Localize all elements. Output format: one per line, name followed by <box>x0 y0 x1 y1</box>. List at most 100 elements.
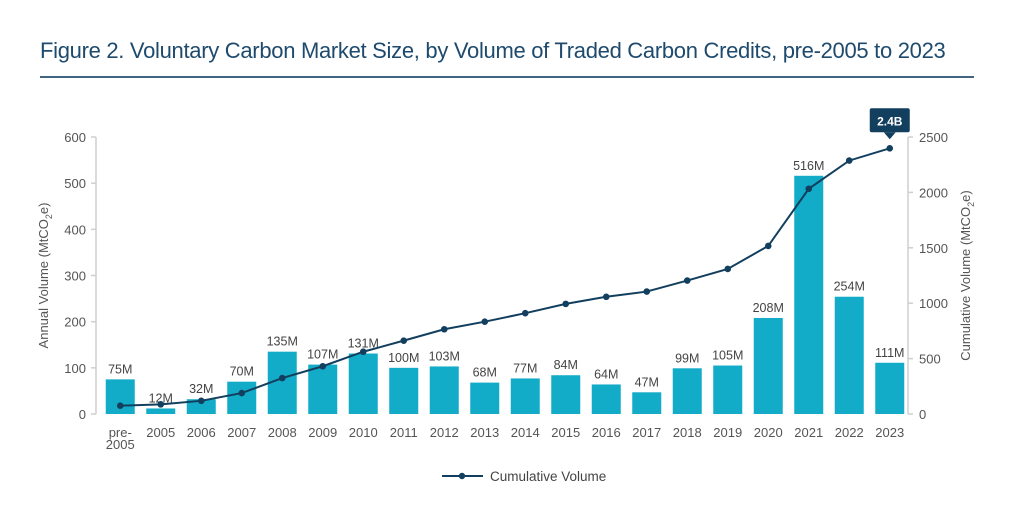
cumulative-line <box>116 145 894 409</box>
callout-box <box>869 108 910 133</box>
x-tick-label: 2021 <box>794 425 823 440</box>
x-tick-label: 2009 <box>308 425 337 440</box>
bar <box>186 399 216 414</box>
bar <box>146 408 176 414</box>
bar <box>308 364 338 414</box>
left-tick-label: 0 <box>79 407 86 422</box>
chart-title: Figure 2. Voluntary Carbon Market Size, … <box>40 38 946 63</box>
bar <box>510 378 540 414</box>
bar <box>753 317 783 414</box>
bar <box>389 367 419 414</box>
x-tick-label: 2011 <box>390 425 418 440</box>
x-tick-label: pre- <box>109 425 132 440</box>
cumulative-point <box>359 348 367 356</box>
right-tick-label: 1000 <box>919 296 948 311</box>
left-tick-label: 300 <box>64 269 86 284</box>
x-tick-label: 2005 <box>106 437 135 452</box>
cumulative-point <box>116 402 124 409</box>
cumulative-point <box>886 145 894 152</box>
bar-value-label: 107M <box>307 348 338 362</box>
bar <box>875 362 905 414</box>
x-tick-label: 2006 <box>187 425 216 440</box>
bar-value-label: 103M <box>429 349 460 363</box>
x-tick-label: 2019 <box>713 425 742 440</box>
right-axis: 0 500 1000 1500 2000 2500 Cumulative Volume (M… <box>907 130 976 422</box>
bar-value-label: 208M <box>753 301 784 315</box>
cumulative-point <box>400 337 408 344</box>
legend-label: Cumulative Volume <box>490 469 606 484</box>
cumulative-point <box>197 397 205 405</box>
cumulative-point <box>440 325 448 333</box>
cumulative-point <box>157 401 165 408</box>
x-tick-label: 2010 <box>349 425 378 440</box>
bar-value-label: 111M <box>875 346 904 360</box>
cumulative-point <box>238 389 246 397</box>
cumulative-point <box>278 374 286 382</box>
cumulative-point <box>643 288 651 295</box>
bar <box>470 382 500 414</box>
x-tick-label: 2015 <box>551 425 580 440</box>
bar-value-label: 516M <box>793 159 824 173</box>
bar-value-label: 12M <box>149 391 173 405</box>
right-tick-label: 2500 <box>919 130 948 145</box>
x-tick-label: 2005 <box>146 425 175 440</box>
cumulative-point <box>845 157 853 164</box>
x-tick-label: 2013 <box>470 425 499 440</box>
title-divider <box>40 76 974 78</box>
cumulative-point <box>319 362 327 370</box>
bar <box>794 175 824 414</box>
cumulative-point <box>724 265 732 273</box>
cumulative-point <box>683 277 691 284</box>
bar-value-label: 105M <box>712 349 743 363</box>
bar-value-label: 254M <box>834 280 865 294</box>
left-tick-label: 100 <box>64 361 86 376</box>
cumulative-point <box>521 309 529 317</box>
callout-pointer <box>883 132 896 140</box>
bar-value-label: 75M <box>108 362 132 376</box>
left-tick-label: 500 <box>64 176 86 191</box>
bar-value-label: 77M <box>513 361 537 375</box>
bar <box>429 366 459 414</box>
right-axis-title: Cumulative Volume (MtCO2e) <box>958 190 976 360</box>
bar-value-label: 135M <box>267 335 298 349</box>
bar <box>672 368 702 414</box>
x-tick-label: 2012 <box>430 425 459 440</box>
cumulative-point <box>764 242 772 250</box>
cumulative-point <box>602 293 610 301</box>
right-tick-label: 0 <box>919 407 926 422</box>
x-tick-label: 2008 <box>268 425 297 440</box>
x-tick-label: 2020 <box>754 425 783 440</box>
callout: 2.4B <box>869 108 910 140</box>
bar-value-label: 47M <box>635 375 659 389</box>
callout-text: 2.4B <box>877 114 903 128</box>
bar <box>834 296 864 414</box>
x-tick-label: 2014 <box>511 425 540 440</box>
bar <box>551 375 581 414</box>
cumulative-point <box>805 185 813 193</box>
x-tick-label: 2018 <box>673 425 702 440</box>
bar <box>591 384 621 414</box>
bar-value-label: 32M <box>189 382 213 396</box>
bar <box>227 381 257 414</box>
left-axis-title: Annual Volume (MtCO2e) <box>36 203 54 349</box>
x-tick-label: 2007 <box>227 425 256 440</box>
bar-value-label: 131M <box>348 337 379 351</box>
bar <box>713 365 743 414</box>
bar-labels: 75M 12M 32M 70M 135M 107M 131M 100M 103M 68M 77M 84… <box>108 159 904 406</box>
right-tick-label: 1500 <box>919 241 948 256</box>
left-axis: 0 100 200 300 400 500 600 Annual Volume (MtCO2e… <box>36 130 97 422</box>
bar-value-label: 64M <box>594 367 618 381</box>
right-tick-label: 500 <box>919 352 941 367</box>
cumulative-point <box>481 318 489 326</box>
bar-value-label: 84M <box>554 358 578 372</box>
bar <box>632 392 662 414</box>
right-tick-label: 2000 <box>919 185 948 200</box>
bar-value-label: 68M <box>473 366 497 380</box>
cumulative-point <box>562 300 570 308</box>
bars <box>105 175 905 414</box>
left-tick-label: 600 <box>64 130 86 145</box>
x-tick-label: 2016 <box>592 425 621 440</box>
bar <box>267 351 297 414</box>
